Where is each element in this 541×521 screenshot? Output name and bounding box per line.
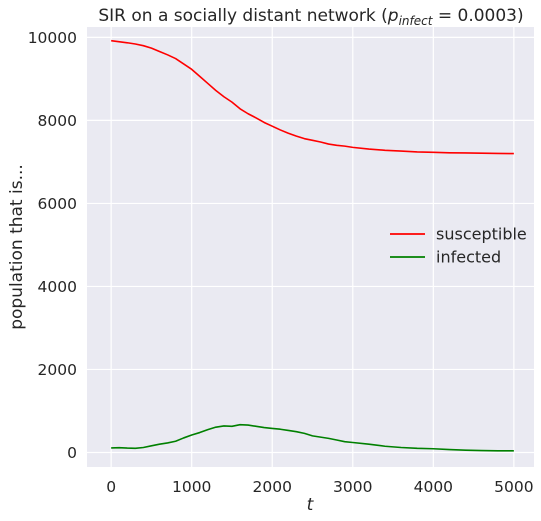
x-tick-label: 3000 [333, 478, 372, 496]
plot-background [87, 27, 534, 467]
series-lines [111, 39, 514, 452]
y-tick-label: 10000 [28, 29, 77, 47]
y-tick-label: 4000 [38, 278, 77, 296]
y-tick-label: 8000 [38, 112, 77, 130]
y-tick-label: 6000 [38, 195, 77, 213]
x-axis-label: t [307, 495, 315, 515]
series-line-susceptible [111, 39, 514, 155]
x-tick-labels: 0 1000 2000 3000 4000 5000 [106, 478, 533, 496]
chart-title: SIR on a socially distant network (pinfe… [98, 6, 523, 28]
grid [87, 27, 534, 467]
x-tick-label: 1000 [172, 478, 211, 496]
series-line-infected [111, 423, 514, 452]
x-tick-label: 2000 [253, 478, 292, 496]
x-tick-label: 5000 [494, 478, 533, 496]
legend-label-infected: infected [436, 248, 501, 267]
y-tick-label: 2000 [38, 361, 77, 379]
y-tick-labels: 0 2000 4000 6000 8000 10000 [28, 29, 77, 462]
legend-label-susceptible: susceptible [436, 225, 527, 244]
x-tick-label: 0 [106, 478, 116, 496]
legend: susceptible infected [390, 225, 527, 267]
y-tick-label: 0 [67, 444, 77, 462]
y-axis-label: population that is... [7, 164, 27, 330]
x-tick-label: 4000 [414, 478, 453, 496]
